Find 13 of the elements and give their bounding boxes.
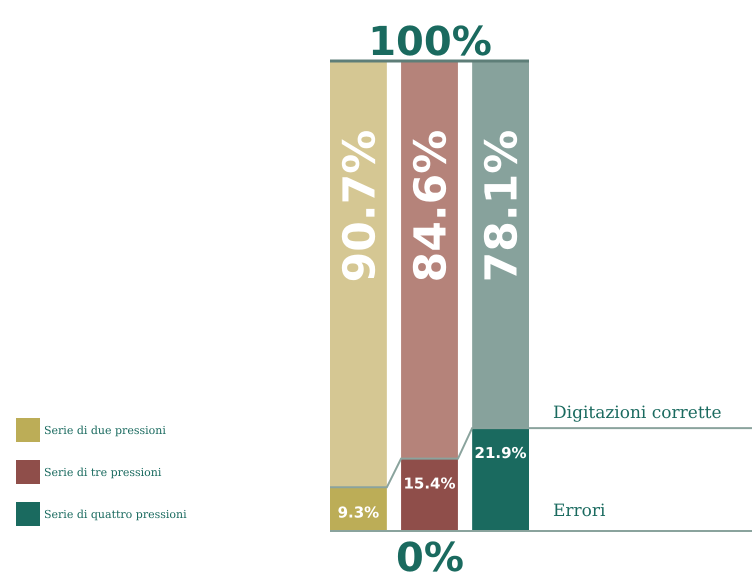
- data-label: 78.1%: [476, 130, 528, 282]
- data-label: 15.4%: [403, 474, 456, 493]
- legend-label: Serie di due pressioni: [44, 424, 166, 437]
- text: Digitazioni corrette: [553, 403, 722, 424]
- data-label: 90.7%: [334, 130, 386, 282]
- ref-line-label: 0%: [396, 535, 464, 573]
- legend-label: Serie di quattro pressioni: [44, 508, 188, 521]
- text: Errori: [553, 501, 606, 521]
- data-label: 9.3%: [338, 503, 380, 522]
- legend-label: Serie di tre pressioni: [44, 466, 162, 479]
- data-label: 84.6%: [406, 130, 456, 282]
- data-label: 21.9%: [474, 444, 527, 462]
- ref-line-label: 100%: [368, 19, 492, 65]
